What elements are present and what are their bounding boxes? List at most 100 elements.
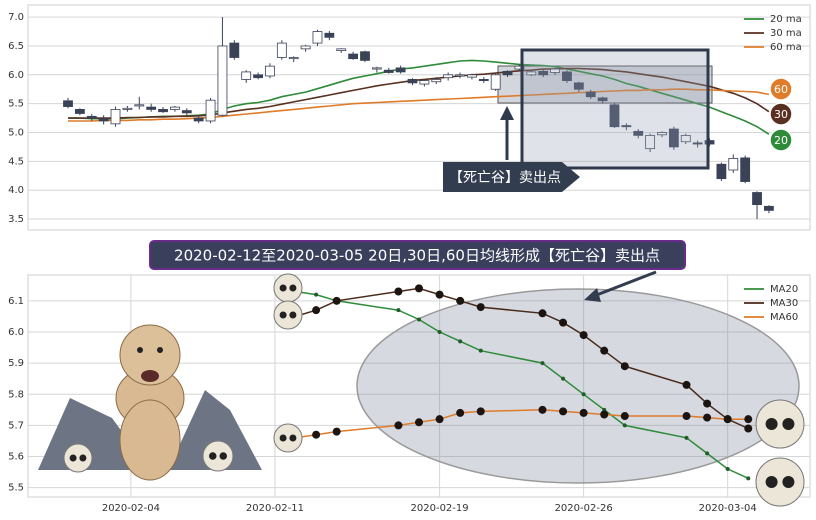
end-badge (769, 128, 793, 152)
candle-body (716, 163, 727, 180)
legend-label: 30 ma (770, 28, 802, 39)
candle-body (74, 109, 85, 114)
candle-body (443, 74, 454, 79)
ma-point (456, 408, 465, 417)
y-tick-label: 5.0 (8, 128, 24, 139)
candle-body (241, 71, 252, 80)
candle-body (550, 68, 560, 73)
x-tick-label: 2020-02-26 (555, 503, 613, 514)
skull-eye (289, 434, 297, 442)
candle-body (597, 97, 608, 102)
skull-eye (279, 284, 287, 292)
y-tick-label: 5.5 (8, 99, 24, 110)
candle-body (336, 48, 347, 51)
candle-body (122, 107, 133, 110)
skull-eye (289, 284, 297, 292)
candle-body (360, 51, 370, 61)
ma-point (478, 348, 483, 353)
candle-body (490, 74, 501, 90)
candle-body (562, 71, 572, 81)
x-tick-label: 2020-02-04 (102, 503, 160, 514)
legend-label: MA30 (770, 298, 798, 309)
ma-point (417, 317, 421, 322)
chart-title: 2020-02-12至2020-03-05 20日,30日,60日均线形成【死亡… (174, 247, 660, 265)
ma-point (600, 410, 609, 419)
ma-point (435, 415, 444, 424)
ma-point (682, 412, 691, 421)
candle-body (467, 74, 477, 78)
skull (273, 300, 303, 330)
y-tick-label: 5.8 (8, 389, 24, 400)
y-tick-label: 4.0 (8, 185, 24, 196)
candle-body (585, 91, 596, 98)
dog-eye (137, 347, 143, 353)
ma-point (312, 430, 321, 439)
ma-point (744, 424, 753, 433)
annotation-box (443, 162, 580, 192)
y-tick-label: 5.9 (8, 358, 24, 369)
candle-body (371, 67, 382, 70)
ma-point (579, 408, 588, 417)
skull (63, 443, 93, 473)
ma-point (561, 376, 566, 381)
candle-body (740, 157, 751, 182)
ma-point (744, 415, 753, 424)
zone-arrow-head (584, 288, 601, 302)
ma-point (314, 292, 319, 297)
candle-body (348, 53, 359, 60)
candle-body (752, 192, 762, 206)
dog-head (119, 324, 181, 386)
ma-point (458, 339, 463, 344)
x-tick-label: 2020-02-11 (246, 503, 304, 514)
candle-body (633, 130, 644, 136)
skull (273, 273, 303, 303)
ma-point (540, 361, 545, 366)
y-tick-label: 5.6 (8, 452, 24, 463)
candle-body (502, 70, 513, 76)
skull (202, 440, 234, 472)
candle-body (455, 74, 465, 77)
candle-body (526, 71, 537, 76)
dog-body (119, 399, 181, 481)
legend-label: MA20 (770, 284, 798, 295)
candle-body (645, 134, 656, 150)
candle-body (312, 31, 323, 44)
candle-body (170, 106, 180, 110)
y-tick-label: 6.0 (8, 327, 24, 338)
y-tick-label: 4.5 (8, 156, 24, 167)
y-tick-label: 3.5 (8, 214, 24, 225)
candle-body (478, 79, 489, 81)
ma-point (622, 423, 627, 428)
candle-body (538, 70, 549, 76)
ma-point (703, 413, 712, 422)
candle-body (657, 132, 667, 136)
candle-body (395, 67, 406, 73)
candle-body (229, 42, 240, 58)
skull-eye (765, 418, 778, 430)
ma-point (682, 380, 691, 389)
candle-body (300, 45, 311, 50)
ma-point (620, 362, 629, 371)
skull (273, 423, 303, 453)
candle-body (431, 79, 442, 83)
skull (755, 457, 805, 507)
y-tick-label: 6.0 (8, 70, 24, 81)
ma-point (476, 303, 485, 312)
ma-line (68, 88, 770, 122)
ma-line (68, 67, 770, 119)
candle-body (407, 79, 418, 84)
ma-point (437, 329, 442, 334)
candle-body (621, 125, 632, 128)
candle-body (764, 205, 774, 211)
y-tick-label: 6.5 (8, 41, 24, 52)
candle-body (146, 106, 157, 110)
zone-ellipse (356, 288, 800, 484)
ma-point (684, 435, 689, 440)
candle-body (253, 74, 263, 79)
candle-body (158, 109, 168, 113)
skull-eye (289, 311, 297, 319)
end-badge-label: 30 (774, 108, 788, 121)
y-tick-label: 5.7 (8, 420, 24, 431)
ma-point (394, 287, 403, 296)
ma-point (456, 296, 465, 305)
